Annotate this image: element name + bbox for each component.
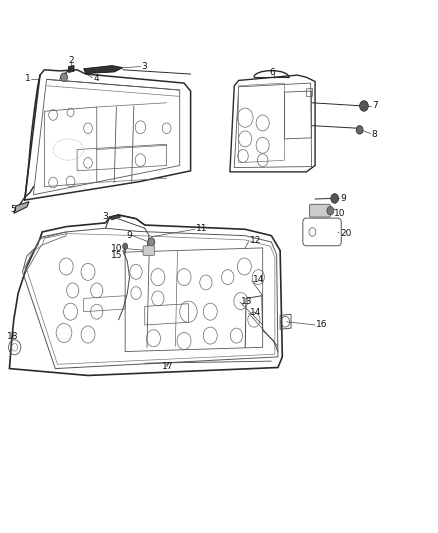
Text: 18: 18 xyxy=(7,332,19,341)
Circle shape xyxy=(331,193,339,203)
Text: 14: 14 xyxy=(250,308,261,317)
Circle shape xyxy=(356,126,363,134)
Circle shape xyxy=(360,101,368,111)
Text: 9: 9 xyxy=(126,231,132,240)
Circle shape xyxy=(123,243,128,249)
Text: 15: 15 xyxy=(111,251,123,260)
FancyBboxPatch shape xyxy=(143,246,154,255)
Text: 11: 11 xyxy=(196,224,208,233)
Text: 7: 7 xyxy=(372,101,378,110)
Text: 6: 6 xyxy=(269,68,275,77)
Circle shape xyxy=(148,238,155,246)
Text: 3: 3 xyxy=(141,62,147,71)
FancyBboxPatch shape xyxy=(309,204,330,217)
Text: 20: 20 xyxy=(340,229,351,238)
Text: 10: 10 xyxy=(111,244,123,253)
Polygon shape xyxy=(109,215,121,220)
Text: 14: 14 xyxy=(253,275,264,284)
Text: 2: 2 xyxy=(69,56,74,64)
Text: 13: 13 xyxy=(241,296,252,305)
Circle shape xyxy=(60,73,67,82)
Text: 4: 4 xyxy=(93,74,99,83)
Polygon shape xyxy=(14,201,29,213)
Text: 17: 17 xyxy=(162,362,173,371)
Text: 10: 10 xyxy=(334,209,346,218)
Text: 9: 9 xyxy=(340,194,346,203)
Text: 5: 5 xyxy=(10,205,16,214)
Text: 1: 1 xyxy=(25,74,30,83)
Polygon shape xyxy=(68,66,74,72)
Circle shape xyxy=(327,206,334,215)
Polygon shape xyxy=(84,66,123,74)
Text: 16: 16 xyxy=(316,320,328,329)
Text: 8: 8 xyxy=(372,130,378,139)
Text: 12: 12 xyxy=(250,237,261,246)
Text: 3: 3 xyxy=(102,212,108,221)
